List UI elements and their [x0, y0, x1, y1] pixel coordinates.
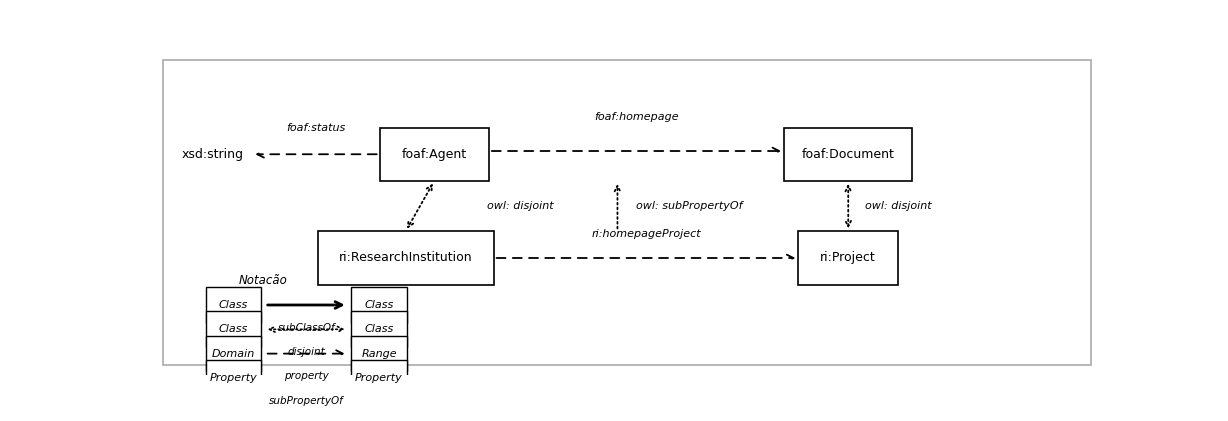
- FancyBboxPatch shape: [206, 336, 262, 371]
- FancyBboxPatch shape: [351, 312, 406, 347]
- Text: Property: Property: [210, 373, 258, 383]
- FancyBboxPatch shape: [351, 287, 406, 323]
- Text: Notacão: Notacão: [238, 274, 287, 287]
- Text: disjoint: disjoint: [287, 347, 325, 357]
- FancyBboxPatch shape: [798, 231, 898, 285]
- Text: foaf:status: foaf:status: [286, 123, 345, 133]
- FancyBboxPatch shape: [318, 231, 494, 285]
- Text: ri:ResearchInstitution: ri:ResearchInstitution: [339, 251, 473, 264]
- Text: Class: Class: [219, 324, 248, 334]
- Text: Range: Range: [361, 349, 397, 359]
- FancyBboxPatch shape: [206, 312, 262, 347]
- Text: owl: subPropertyOf: owl: subPropertyOf: [636, 201, 743, 211]
- FancyBboxPatch shape: [351, 336, 406, 371]
- Text: ri:homepageProject: ri:homepageProject: [591, 229, 701, 239]
- Text: subPropertyOf: subPropertyOf: [269, 396, 344, 405]
- Text: Class: Class: [365, 324, 394, 334]
- FancyBboxPatch shape: [379, 128, 489, 181]
- FancyBboxPatch shape: [351, 360, 406, 396]
- Text: owl: disjoint: owl: disjoint: [486, 201, 554, 211]
- Text: foaf:Document: foaf:Document: [802, 148, 895, 161]
- Text: Class: Class: [219, 300, 248, 310]
- Text: Domain: Domain: [211, 349, 255, 359]
- Text: Class: Class: [365, 300, 394, 310]
- Text: subClassOf: subClassOf: [278, 322, 335, 333]
- Text: xsd:string: xsd:string: [182, 148, 243, 161]
- Text: Property: Property: [355, 373, 403, 383]
- FancyBboxPatch shape: [206, 287, 262, 323]
- Text: property: property: [284, 371, 329, 381]
- Text: ri:Project: ri:Project: [820, 251, 876, 264]
- Text: foaf:Agent: foaf:Agent: [402, 148, 467, 161]
- Text: foaf:homepage: foaf:homepage: [594, 112, 679, 122]
- FancyBboxPatch shape: [783, 128, 912, 181]
- FancyBboxPatch shape: [206, 360, 262, 396]
- Text: owl: disjoint: owl: disjoint: [866, 201, 932, 211]
